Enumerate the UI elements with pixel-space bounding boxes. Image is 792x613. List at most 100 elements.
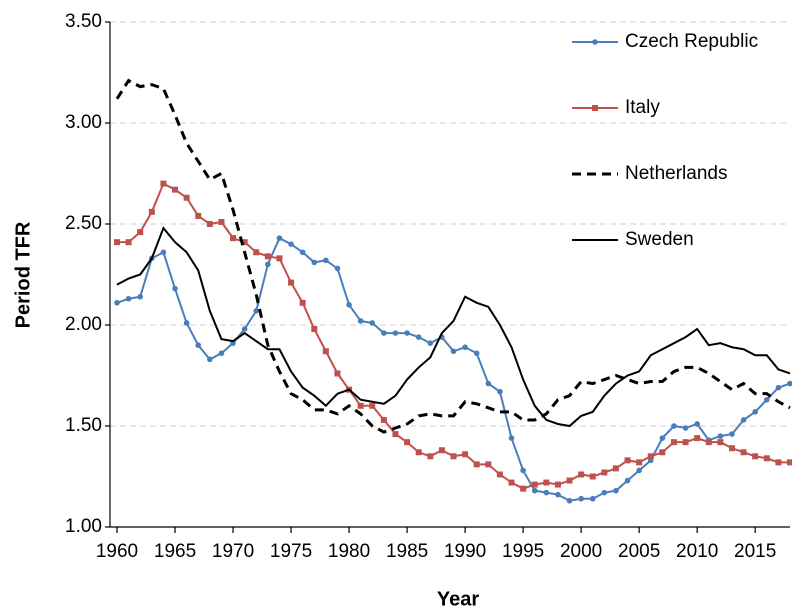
point [613, 487, 619, 494]
x-tick-label: 1990 [444, 541, 486, 562]
point [496, 471, 503, 478]
point [404, 439, 411, 446]
point [787, 459, 792, 466]
x-tick-label: 1995 [502, 541, 544, 562]
point [520, 467, 526, 474]
point [740, 417, 747, 423]
point [775, 459, 782, 466]
point [334, 370, 341, 377]
x-tick-label: 1960 [96, 541, 138, 562]
point [752, 453, 759, 460]
x-tick-label: 1975 [270, 541, 312, 562]
legend-label: Czech Republic [625, 31, 758, 52]
point [659, 449, 666, 456]
point [508, 435, 515, 441]
y-tick-label: 1.50 [65, 415, 102, 436]
point [462, 344, 468, 351]
point [207, 356, 213, 363]
point [670, 439, 677, 446]
x-tick-label: 1980 [328, 541, 370, 562]
y-tick-label: 2.50 [65, 213, 102, 234]
point [183, 320, 190, 326]
point [218, 218, 225, 225]
point [671, 423, 677, 429]
point [694, 421, 700, 427]
y-tick-label: 3.50 [65, 11, 102, 32]
point [125, 239, 132, 246]
point [415, 334, 422, 340]
point [137, 229, 144, 236]
x-tick-label: 2015 [734, 541, 776, 562]
point [694, 435, 701, 442]
point [148, 208, 155, 215]
point [311, 259, 318, 266]
series-line [116, 236, 791, 502]
point [705, 439, 712, 446]
x-tick-label: 2010 [676, 541, 718, 562]
point [438, 447, 445, 454]
point [264, 253, 271, 260]
point [369, 320, 376, 326]
point [624, 457, 631, 464]
point [543, 479, 550, 486]
point [717, 433, 724, 439]
point [334, 265, 341, 272]
x-tick-label: 1985 [386, 541, 428, 562]
point [636, 459, 643, 466]
point [763, 455, 770, 462]
point [323, 257, 329, 264]
point [682, 425, 689, 431]
point [578, 471, 585, 478]
point [728, 445, 735, 452]
point [183, 194, 190, 201]
point [160, 249, 167, 256]
point [636, 467, 642, 474]
point [241, 239, 248, 246]
point [752, 409, 758, 415]
point [160, 180, 167, 187]
point [566, 477, 573, 484]
point [241, 326, 248, 332]
x-tick-label: 2000 [560, 541, 602, 562]
point [787, 380, 792, 387]
point [682, 439, 689, 446]
point [380, 416, 387, 423]
point [346, 302, 352, 308]
point [311, 326, 318, 333]
point [555, 491, 561, 498]
point [218, 350, 225, 357]
y-tick-label: 3.00 [65, 112, 102, 133]
legend-label: Italy [625, 97, 660, 118]
point [357, 318, 364, 324]
point [276, 235, 283, 241]
x-tick-label: 2005 [618, 541, 660, 562]
point [392, 431, 399, 438]
point [230, 235, 237, 242]
point [717, 439, 724, 446]
point [531, 481, 538, 488]
point [531, 487, 538, 494]
point [485, 461, 492, 468]
legend-label: Sweden [625, 229, 694, 250]
series-line [116, 226, 791, 428]
point [114, 239, 120, 246]
point [520, 485, 527, 492]
point [322, 348, 329, 355]
point [740, 449, 747, 456]
legend-label: Netherlands [625, 163, 727, 184]
point [543, 489, 550, 496]
y-axis-label: Period TFR [12, 221, 34, 328]
point [114, 299, 120, 306]
point [578, 495, 584, 502]
point [473, 350, 480, 357]
point [473, 461, 480, 468]
point [508, 479, 515, 486]
legend-marker [592, 39, 598, 45]
point [485, 380, 492, 387]
point [427, 453, 434, 460]
point [566, 497, 573, 504]
point [392, 330, 399, 336]
point [357, 402, 364, 409]
point [276, 255, 283, 262]
legend-marker [592, 105, 598, 111]
